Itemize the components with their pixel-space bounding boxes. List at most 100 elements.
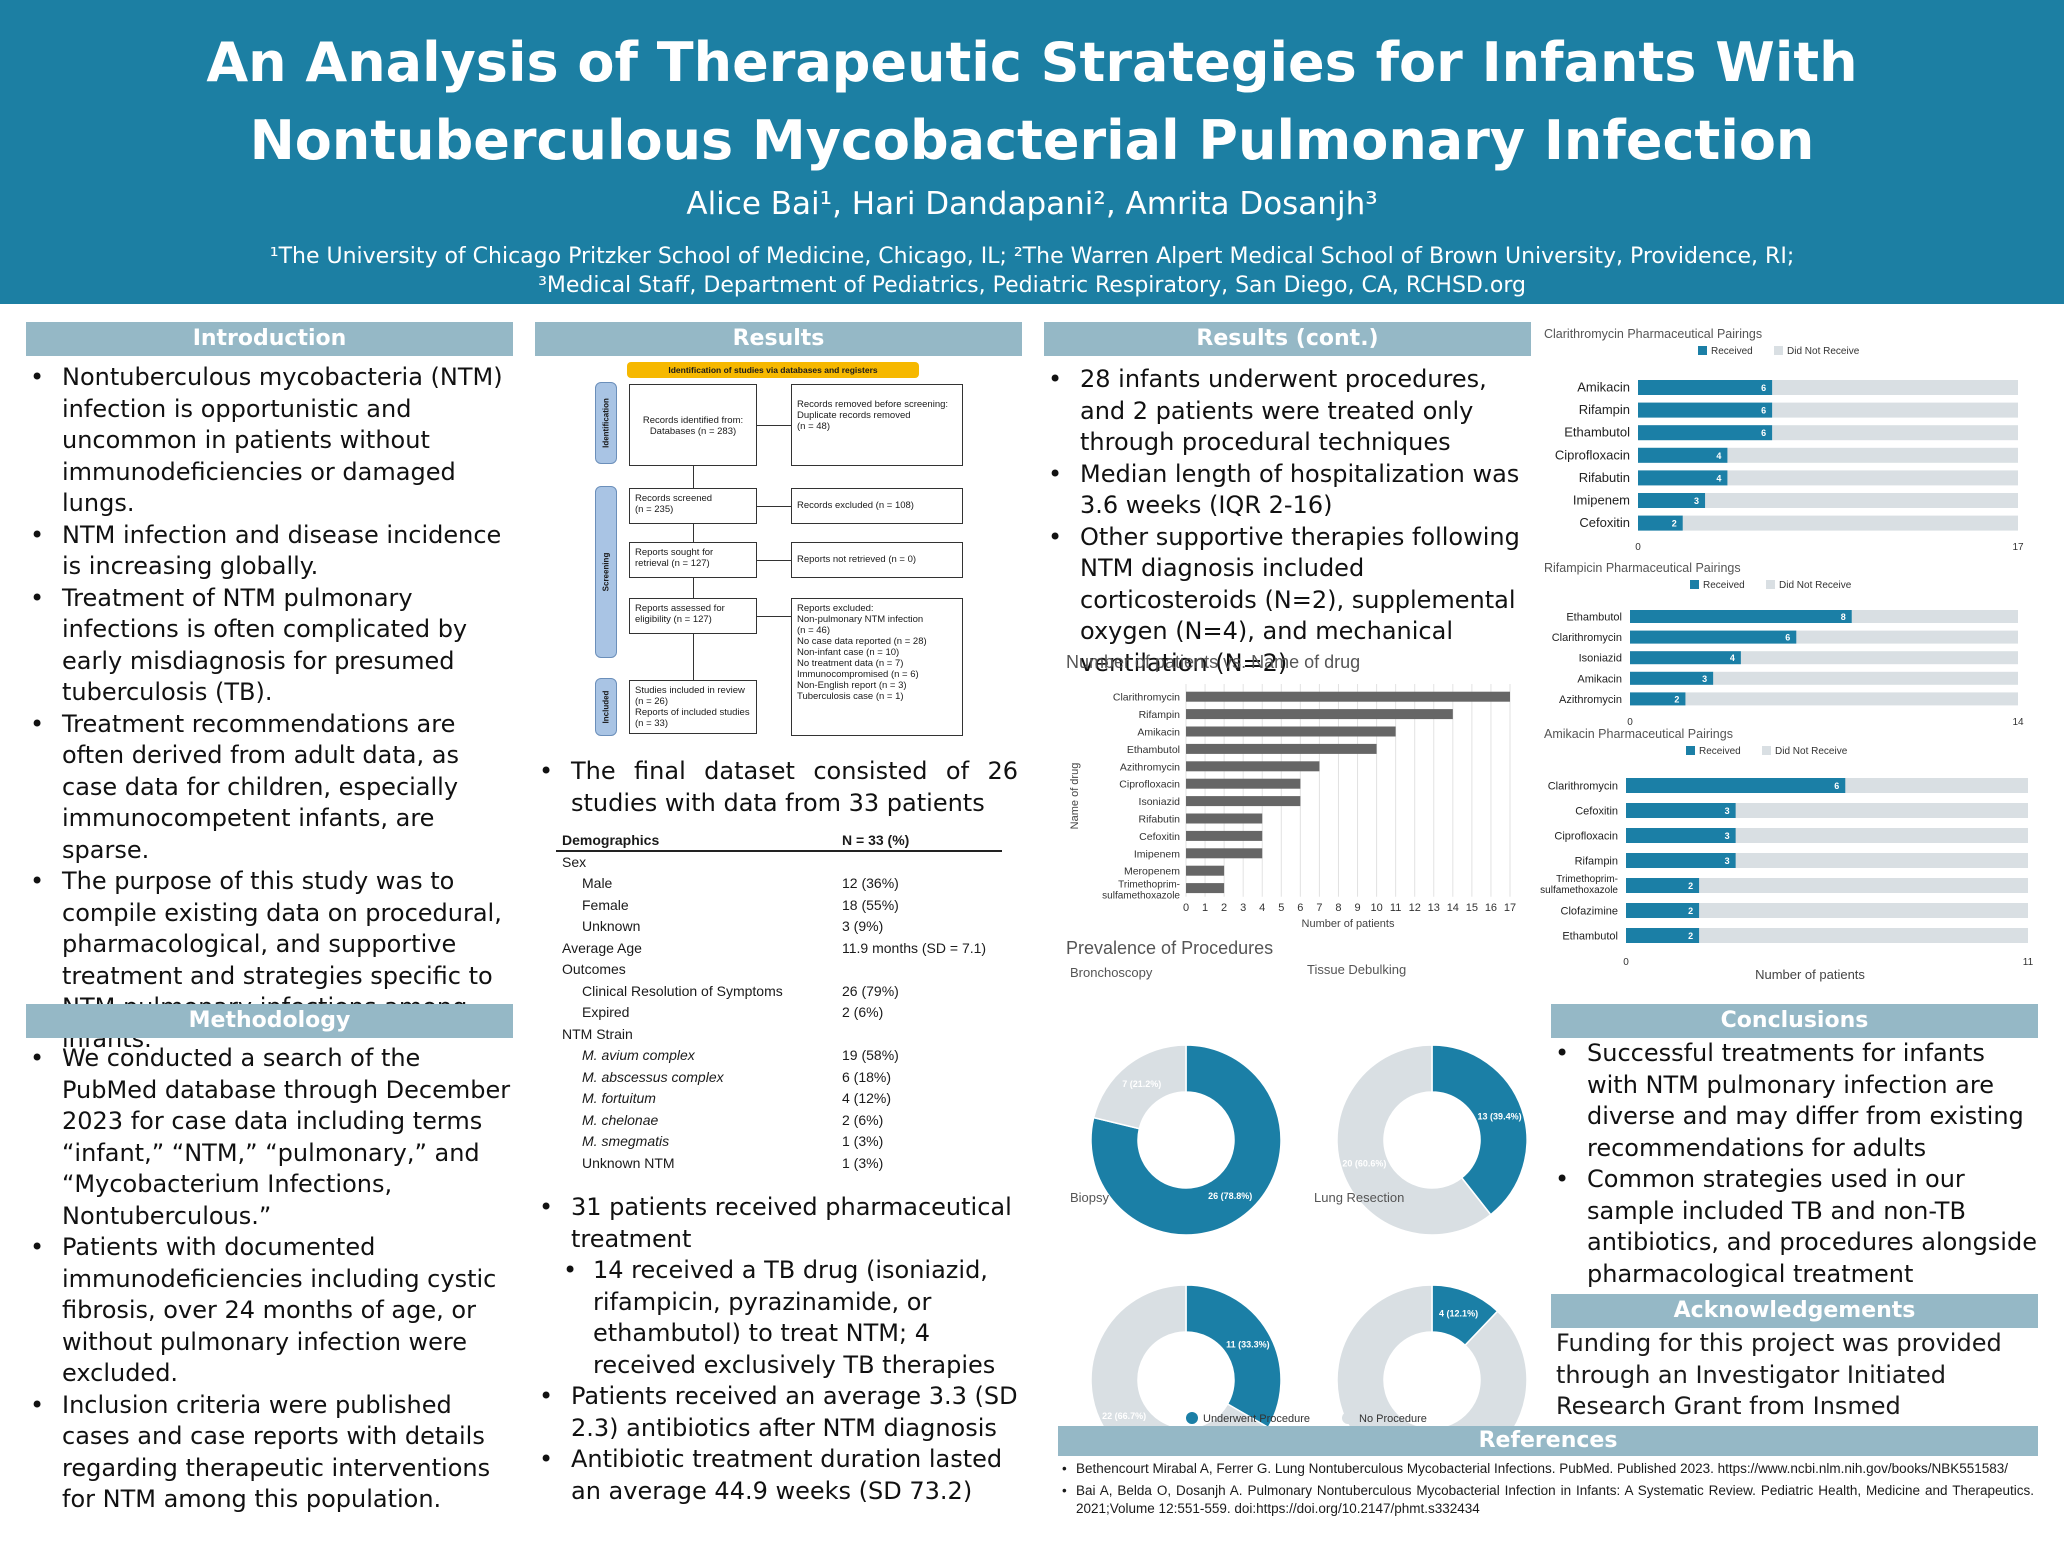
bar <box>1186 726 1396 737</box>
prisma-reports-excluded: Reports excluded: Non-pulmonary NTM infe… <box>791 598 963 736</box>
demographics-label: Unknown <box>582 918 641 934</box>
category-label: Meropenem <box>1124 866 1180 878</box>
donut-slice <box>1336 1044 1492 1236</box>
demographics-header-row: Demographics N = 33 (%) <box>556 830 1002 852</box>
tick-label: 8 <box>1335 902 1341 914</box>
bar <box>1186 691 1510 702</box>
prisma-side-included: Included <box>595 678 617 736</box>
tick-label: 6 <box>1297 902 1303 914</box>
bullet-item: Common strategies used in our sample inc… <box>1551 1164 2043 1290</box>
tick-label: 0 <box>1635 542 1641 553</box>
category-label: Imipenem <box>1573 493 1630 508</box>
donut-label: 13 (39.4%) <box>1478 1112 1522 1122</box>
bar <box>1186 883 1225 894</box>
authors: Alice Bai¹, Hari Dandapani², Amrita Dosa… <box>686 186 1378 222</box>
demographics-label: NTM Strain <box>562 1025 633 1042</box>
references-heading: References <box>1058 1426 2038 1456</box>
bar-value-label: 3 <box>1725 831 1730 841</box>
reference-item: • Bethencourt Mirabal A, Ferrer G. Lung N… <box>1062 1460 2034 1478</box>
prisma-arrow <box>757 425 791 426</box>
bullet-item: 14 received a TB drug (isoniazid, rifamp… <box>535 1255 1022 1381</box>
pharmaceutical-pairings-charts: Clarithromycin Pharmaceutical Pairings Re… <box>1540 327 2033 982</box>
demographics-header-left: Demographics <box>562 832 660 848</box>
results-cont-heading: Results (cont.) <box>1044 322 1531 356</box>
tick-label: 11 <box>1390 902 1401 914</box>
bar-value-label: 6 <box>1761 406 1766 416</box>
demographics-table: Demographics N = 33 (%) Sex Male 12 (36%) F… <box>556 830 1002 1174</box>
category-label: Clarithromycin <box>1552 632 1622 644</box>
donut-label: 22 (66.7%) <box>1102 1411 1146 1421</box>
bar <box>1186 761 1320 772</box>
procedure-donut-charts: Bronchoscopy 26 (78.8%) 7 (21.2%) Tissue De… <box>1070 962 1528 1430</box>
demographics-value: 18 (55%) <box>842 896 899 913</box>
demographics-row: M. chelonae 2 (6%) <box>556 1110 1002 1132</box>
bar-value-label: 2 <box>1674 694 1679 704</box>
bar-received <box>1626 903 1700 918</box>
bar-value-label: 2 <box>1672 519 1677 529</box>
bar-value-label: 6 <box>1761 428 1766 438</box>
category-label: Ciprofloxacin <box>1119 779 1180 791</box>
legend-label: Did Not Receive <box>1779 580 1852 591</box>
bar-value-label: 2 <box>1688 931 1693 941</box>
category-label: Rifampin <box>1139 709 1181 721</box>
demographics-row: Male 12 (36%) <box>556 873 1002 895</box>
category-label: Ciprofloxacin <box>1554 831 1618 843</box>
category-label: Trimethoprim- <box>1556 874 1618 885</box>
donut-slice <box>1431 1044 1528 1216</box>
bar-received <box>1626 878 1700 893</box>
demographics-label: M. smegmatis <box>582 1133 670 1149</box>
category-label: Ethambutol <box>1562 931 1618 943</box>
prisma-assessed: Reports assessed for eligibility (n = 12… <box>629 598 757 634</box>
results-cont-list: 28 infants underwent procedures, and 2 p… <box>1044 364 1534 679</box>
bar-received <box>1630 610 1852 623</box>
category-label: Amikacin <box>1577 673 1622 685</box>
bar-value-label: 6 <box>1834 781 1839 791</box>
category-label: Ethambutol <box>1127 744 1180 756</box>
bar-remainder <box>1626 903 2028 918</box>
demographics-value: 6 (18%) <box>842 1068 892 1085</box>
demographics-value: 11.9 months (SD = 7.1) <box>842 939 987 956</box>
category-label: Ethambutol <box>1564 425 1630 440</box>
category-label: Imipenem <box>1134 848 1180 860</box>
tick-label: 12 <box>1409 902 1421 914</box>
bullet-item: Treatment of NTM pulmonary infections is… <box>26 583 516 709</box>
demographics-row: Expired 2 (6%) <box>556 1002 1002 1024</box>
demographics-value: 26 (79%) <box>842 982 899 999</box>
donut-slice <box>1092 1044 1187 1130</box>
prisma-arrow <box>757 616 791 617</box>
tick-label: 2 <box>1221 902 1227 914</box>
bar-received <box>1638 402 1773 418</box>
tick-label: 13 <box>1428 902 1440 914</box>
legend-swatch <box>1686 746 1695 755</box>
legend-label: Received <box>1703 580 1745 591</box>
category-label: Rifabutin <box>1139 814 1181 826</box>
bar-received <box>1638 380 1773 395</box>
bar <box>1186 865 1225 876</box>
legend-swatch <box>1766 580 1775 589</box>
final-dataset-text: The final dataset consisted of 26 studie… <box>535 756 1018 819</box>
tick-label: 3 <box>1240 902 1246 914</box>
reference-text: Bai A, Belda O, Dosanjh A. Pulmonary Non… <box>1076 1483 2034 1516</box>
bar <box>1186 709 1453 720</box>
bar-remainder <box>1638 493 2018 508</box>
methodology-heading: Methodology <box>26 1004 513 1038</box>
conclusions-heading: Conclusions <box>1551 1004 2038 1038</box>
legend-swatch <box>1762 746 1771 755</box>
affiliation-line-1: ¹The University of Chicago Pritzker Scho… <box>269 244 1795 269</box>
legend-swatch <box>1698 346 1707 355</box>
category-label: Azithromycin <box>1559 694 1622 706</box>
title-line-2: Nontuberculous Mycobacterial Pulmonary I… <box>249 109 1815 172</box>
bar-value-label: 6 <box>1785 633 1790 643</box>
tick-label: 7 <box>1316 902 1322 914</box>
pairing-chart-title: Rifampicin Pharmaceutical Pairings <box>1544 561 1741 575</box>
pairing-chart-title: Clarithromycin Pharmaceutical Pairings <box>1544 327 1762 341</box>
category-label: Clofazimine <box>1561 906 1618 918</box>
demographics-label: Expired <box>582 1004 630 1020</box>
category-label: Ciprofloxacin <box>1555 447 1630 462</box>
methodology-list: We conducted a search of the PubMed data… <box>26 1043 516 1516</box>
final-dataset-list: The final dataset consisted of 26 studie… <box>535 756 1018 819</box>
demographics-row: M. abscessus complex 6 (18%) <box>556 1067 1002 1089</box>
prisma-banner: Identification of studies via databases … <box>627 362 919 378</box>
poster-title: An Analysis of Therapeutic Strategies fo… <box>0 24 2064 180</box>
bar-value-label: 4 <box>1716 473 1721 483</box>
